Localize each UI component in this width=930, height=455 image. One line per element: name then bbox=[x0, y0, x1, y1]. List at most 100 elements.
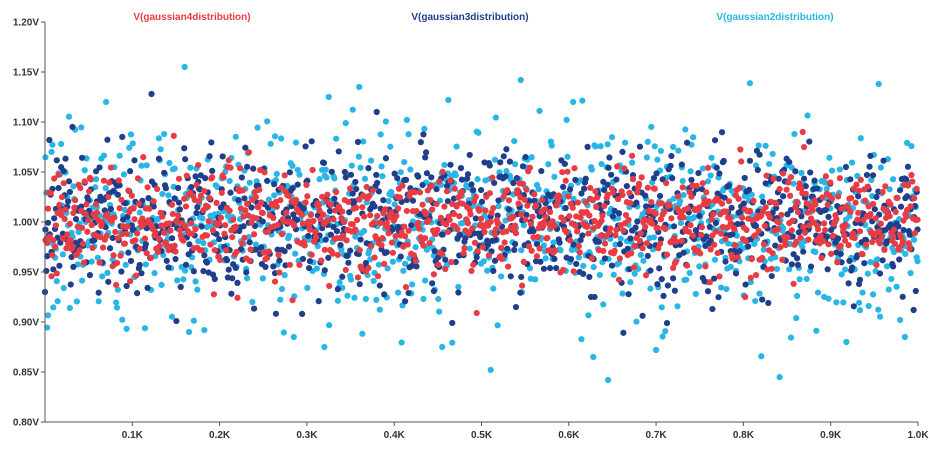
data-point bbox=[654, 281, 661, 288]
data-point bbox=[599, 212, 606, 219]
data-point bbox=[276, 257, 283, 264]
data-point bbox=[422, 211, 430, 218]
data-point bbox=[291, 222, 298, 229]
data-point bbox=[170, 132, 177, 139]
data-point bbox=[420, 131, 427, 138]
data-point bbox=[257, 244, 265, 251]
data-point bbox=[650, 174, 658, 182]
data-point bbox=[742, 237, 749, 245]
data-point bbox=[708, 216, 715, 223]
data-point bbox=[211, 275, 218, 283]
data-point bbox=[774, 226, 781, 233]
data-point bbox=[518, 247, 525, 254]
data-point bbox=[728, 204, 735, 211]
data-point bbox=[426, 239, 433, 247]
data-point bbox=[175, 199, 183, 206]
data-point bbox=[205, 218, 212, 225]
data-point bbox=[663, 319, 671, 327]
data-point bbox=[880, 157, 887, 164]
data-point bbox=[522, 153, 529, 161]
data-point bbox=[308, 251, 315, 258]
data-point bbox=[252, 194, 259, 201]
data-point bbox=[397, 169, 404, 176]
data-point bbox=[169, 210, 176, 218]
data-point bbox=[264, 254, 271, 261]
data-point bbox=[159, 213, 166, 220]
data-point bbox=[306, 258, 314, 265]
data-point bbox=[883, 263, 891, 270]
data-point bbox=[563, 229, 570, 236]
data-point bbox=[785, 179, 792, 186]
data-point bbox=[247, 246, 254, 253]
data-point bbox=[657, 216, 665, 223]
data-point bbox=[83, 201, 90, 208]
data-point bbox=[439, 168, 446, 175]
data-point bbox=[473, 309, 480, 317]
data-point bbox=[586, 212, 593, 219]
data-point bbox=[439, 231, 446, 238]
data-point bbox=[467, 211, 474, 218]
data-point bbox=[690, 134, 697, 141]
data-point bbox=[328, 168, 335, 175]
data-point bbox=[895, 223, 902, 230]
data-point bbox=[641, 216, 648, 223]
data-point bbox=[633, 318, 640, 325]
data-point bbox=[270, 214, 277, 222]
data-point bbox=[226, 207, 233, 214]
data-point bbox=[890, 176, 897, 183]
data-point bbox=[422, 154, 429, 161]
data-point bbox=[322, 166, 329, 173]
data-point bbox=[327, 201, 335, 208]
data-point bbox=[190, 268, 197, 275]
data-point bbox=[662, 225, 669, 233]
data-point bbox=[893, 283, 900, 290]
data-point bbox=[252, 246, 259, 253]
data-point bbox=[762, 142, 769, 149]
data-point bbox=[345, 198, 352, 206]
data-point bbox=[59, 235, 66, 242]
data-point bbox=[50, 266, 57, 273]
data-point bbox=[371, 203, 378, 210]
data-point bbox=[319, 193, 326, 200]
data-point bbox=[800, 143, 808, 151]
data-point bbox=[138, 270, 145, 277]
data-point bbox=[374, 273, 382, 280]
data-point bbox=[227, 189, 234, 196]
data-point bbox=[285, 243, 293, 250]
data-point bbox=[746, 157, 754, 164]
data-point bbox=[661, 208, 668, 215]
data-point bbox=[429, 206, 436, 213]
data-point bbox=[828, 250, 835, 257]
x-tick-label: 0.3K bbox=[296, 430, 318, 441]
data-point bbox=[710, 211, 717, 218]
data-point bbox=[873, 193, 880, 201]
data-point bbox=[899, 293, 906, 300]
data-point bbox=[678, 161, 685, 168]
data-point bbox=[572, 176, 579, 184]
data-point bbox=[433, 200, 440, 208]
data-point bbox=[87, 176, 94, 183]
data-point bbox=[626, 189, 633, 196]
data-point bbox=[521, 196, 528, 203]
data-point bbox=[206, 153, 213, 160]
data-point bbox=[257, 199, 265, 206]
data-point bbox=[324, 191, 331, 198]
data-point bbox=[564, 153, 571, 160]
data-point bbox=[903, 176, 910, 183]
data-point bbox=[829, 232, 836, 240]
data-point bbox=[381, 206, 389, 213]
data-point bbox=[123, 282, 130, 290]
data-point bbox=[668, 215, 675, 222]
data-point bbox=[551, 173, 558, 180]
data-point bbox=[362, 295, 369, 303]
data-point bbox=[65, 113, 73, 120]
data-point bbox=[468, 181, 475, 188]
data-point bbox=[216, 256, 224, 264]
data-point bbox=[823, 185, 830, 192]
data-point bbox=[512, 222, 519, 229]
data-point bbox=[230, 216, 237, 223]
data-point bbox=[299, 211, 306, 218]
data-point bbox=[326, 282, 333, 290]
data-point bbox=[468, 267, 475, 275]
data-point bbox=[211, 247, 218, 254]
